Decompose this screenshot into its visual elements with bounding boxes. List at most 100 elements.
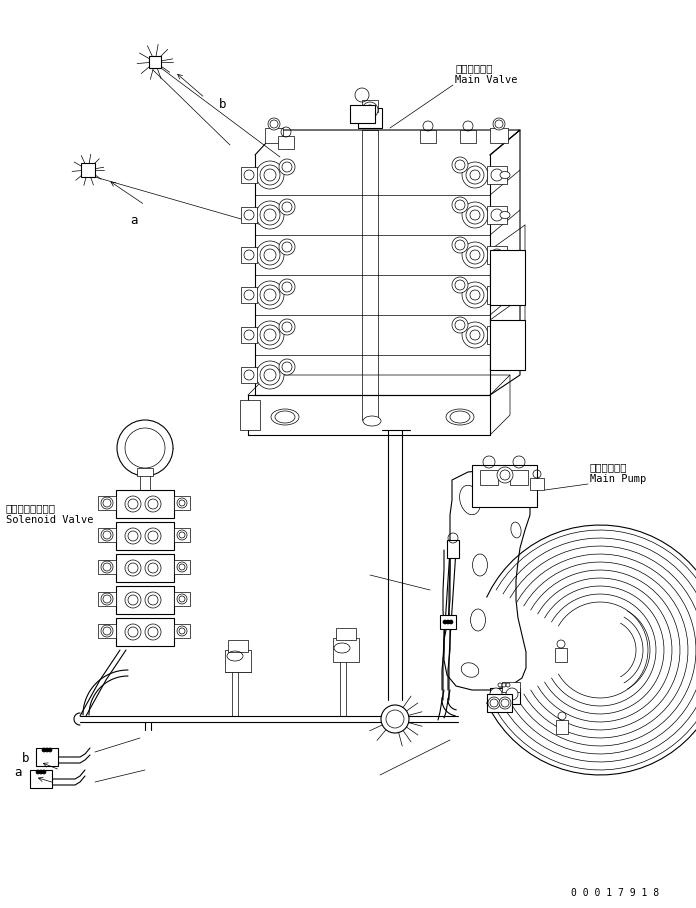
Bar [490,688,520,704]
Circle shape [39,770,43,774]
Bar [98,496,116,510]
Bar [487,286,507,304]
Bar [241,327,257,343]
Bar [174,528,190,542]
Bar [241,287,257,303]
Bar [116,522,174,550]
Ellipse shape [500,291,510,299]
Bar [420,130,436,143]
Text: メインバルブ: メインバルブ [455,63,493,73]
Circle shape [177,594,187,604]
Ellipse shape [500,172,510,179]
Bar [174,560,190,574]
Bar [447,540,459,558]
Bar [440,615,456,629]
Bar [149,56,161,68]
Circle shape [499,697,511,709]
Circle shape [117,420,173,476]
Circle shape [101,625,113,637]
Bar [556,720,568,734]
Circle shape [177,562,187,572]
Bar [98,592,116,606]
Ellipse shape [500,212,510,219]
Bar [241,367,257,383]
Circle shape [256,361,284,389]
Circle shape [125,496,141,512]
Circle shape [101,593,113,605]
Circle shape [256,201,284,229]
Text: ソレノイドバルブ: ソレノイドバルブ [6,503,56,513]
Bar [333,638,359,662]
Bar [265,128,283,143]
Circle shape [462,322,488,348]
Bar [116,618,174,646]
Circle shape [498,683,502,687]
Circle shape [145,560,161,576]
Circle shape [42,748,46,752]
Circle shape [449,620,453,624]
Bar [174,496,190,510]
Circle shape [279,239,295,255]
Circle shape [446,620,450,624]
Text: b: b [22,752,30,765]
Text: a: a [130,213,138,226]
Text: メインポンプ: メインポンプ [590,462,628,472]
Text: Main Valve: Main Valve [455,75,518,85]
Circle shape [177,626,187,636]
Ellipse shape [500,331,510,339]
Text: b: b [219,98,226,112]
Ellipse shape [511,522,521,538]
Circle shape [452,277,468,293]
Bar [472,465,537,507]
Bar [174,624,190,638]
Circle shape [506,683,510,687]
Bar [502,682,520,692]
Bar [116,586,174,614]
Circle shape [48,748,52,752]
Bar [336,628,356,640]
Circle shape [279,359,295,375]
Circle shape [493,118,505,130]
Bar [98,528,116,542]
Circle shape [256,321,284,349]
Circle shape [381,705,409,733]
Circle shape [279,199,295,215]
Bar [140,472,150,490]
Circle shape [36,770,40,774]
Bar [241,207,257,223]
Circle shape [256,161,284,189]
Bar [98,624,116,638]
Bar [490,128,508,143]
Circle shape [279,279,295,295]
Circle shape [268,118,280,130]
Bar [278,136,294,149]
Bar [487,326,507,344]
Ellipse shape [470,609,486,631]
Circle shape [452,197,468,213]
Circle shape [101,529,113,541]
Circle shape [256,241,284,269]
Circle shape [145,592,161,608]
Ellipse shape [459,485,480,515]
Circle shape [497,467,513,483]
Bar [350,105,375,123]
Bar [480,470,498,485]
Bar [362,100,378,112]
Circle shape [42,770,46,774]
Circle shape [452,317,468,333]
Bar [530,478,544,490]
Bar [36,748,58,766]
Circle shape [145,624,161,640]
Bar [116,490,174,518]
Circle shape [462,202,488,228]
Circle shape [177,530,187,540]
Circle shape [279,159,295,175]
Bar [487,166,507,184]
Text: a: a [14,766,22,779]
Circle shape [443,620,447,624]
Circle shape [125,528,141,544]
Polygon shape [444,470,530,690]
Text: Solenoid Valve: Solenoid Valve [6,515,93,525]
Ellipse shape [271,409,299,425]
Bar [510,470,528,485]
